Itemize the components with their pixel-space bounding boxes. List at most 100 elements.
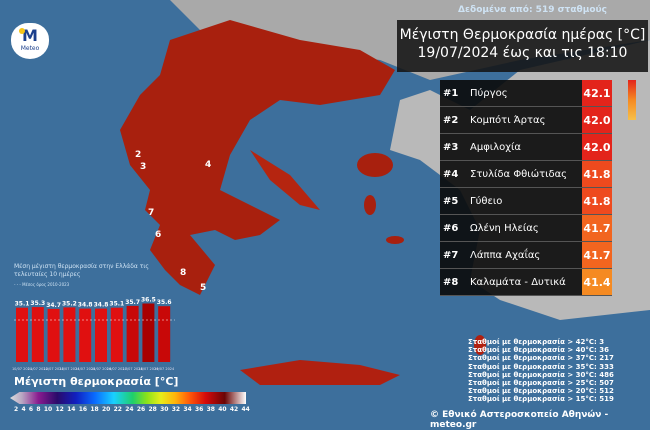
map-marker: 6 xyxy=(155,230,162,240)
rank: #3 xyxy=(443,141,459,153)
bar-value-label: 35.7 xyxy=(125,299,140,306)
colorbar-tick: 6 xyxy=(28,406,34,413)
colorbar-tick: 20 xyxy=(101,406,111,413)
bar-value-label: 35.3 xyxy=(30,300,45,307)
station-name: Καλαμάτα - Δυτικά xyxy=(470,276,566,288)
logo-text: Meteo xyxy=(20,45,40,52)
station-name: Κομπότι Άρτας xyxy=(470,114,546,126)
samos xyxy=(386,236,404,244)
map-marker: 8 xyxy=(180,268,187,278)
data-source-label: Δεδομένα από: 519 σταθμούς xyxy=(458,5,607,15)
legend-label: Μέσος όρος 2010-2023 xyxy=(22,282,70,287)
bar xyxy=(126,305,139,362)
map-marker: 3 xyxy=(140,162,147,172)
bar-chart: 35.1 10/07 2024 35.3 11/07 2024 34.7 12/07 20… xyxy=(12,297,175,372)
stat-line: Σταθμοί με θερμοκρασία > 15°C: 519 xyxy=(468,395,614,404)
bar xyxy=(95,308,107,362)
rank: #7 xyxy=(443,249,459,261)
station-name: Λάππα Αχαΐας xyxy=(470,249,541,261)
station-name: Αμφιλοχία xyxy=(470,141,521,153)
credit: © Εθνικό Αστεροσκοπείο Αθηνών - meteo.gr xyxy=(430,410,609,430)
rank: #4 xyxy=(443,168,459,180)
colorbar-tick: 38 xyxy=(206,406,215,413)
station-name: Στυλίδα Φθιώτιδας xyxy=(470,168,568,180)
chart-title: Μέση μέγιστη θερμοκρασία στην Ελλάδα τις… xyxy=(14,263,149,278)
rank: #2 xyxy=(443,114,459,126)
rank: #8 xyxy=(443,276,459,288)
bar-value-label: 35.2 xyxy=(62,300,77,307)
colorbar-tick: 36 xyxy=(194,406,204,413)
colorbar-tick: 24 xyxy=(125,406,134,413)
colorbar-ticks: 2 4 6 8 10 12 14 16 18 20 22 24 26 28 30 32 34 36 38 40 42 44 xyxy=(14,406,250,413)
colorbar-tick: 42 xyxy=(229,406,239,413)
temperature-value: 42.0 xyxy=(582,107,612,133)
ranking-row: #8 Καλαμάτα - Δυτικά 41.4 xyxy=(440,269,612,296)
bar xyxy=(142,303,155,362)
bar xyxy=(16,307,28,362)
colorbar-tick: 18 xyxy=(90,406,99,413)
colorbar-tick: 12 xyxy=(55,406,64,413)
bar xyxy=(110,307,123,362)
bar xyxy=(79,308,92,362)
ranking-row: #6 Ωλένη Ηλείας 41.7 xyxy=(440,215,612,242)
ranking-row: #7 Λάππα Αχαΐας 41.7 xyxy=(440,242,612,269)
colorbar-tick: 26 xyxy=(136,406,146,413)
colorbar-tick: 30 xyxy=(160,406,169,413)
rhodes xyxy=(474,335,486,355)
stat-line: Σταθμοί με θερμοκρασία > 30°C: 486 xyxy=(468,370,614,379)
bar-category-label: 12/07 2024 xyxy=(44,367,65,371)
chios xyxy=(364,195,376,215)
bar-value-label: 34.7 xyxy=(46,302,61,309)
temperature-value: 41.7 xyxy=(582,215,612,241)
ranking-row: #4 Στυλίδα Φθιώτιδας 41.8 xyxy=(440,161,612,188)
temperature-value: 41.7 xyxy=(582,242,612,268)
greece-mainland xyxy=(120,20,395,295)
stat-line: Σταθμοί με θερμοκρασία > 37°C: 217 xyxy=(468,354,614,363)
colorbar-tick: 16 xyxy=(78,406,88,413)
bar-category-label: 13/07 2024 xyxy=(59,367,80,371)
map-marker: 2 xyxy=(135,150,142,160)
ranking-row: #5 Γύθειο 41.8 xyxy=(440,188,612,215)
title-box: Μέγιστη Θερμοκρασία ημέρας [°C] 19/07/20… xyxy=(397,20,648,72)
bar-value-label: 35.6 xyxy=(157,299,172,306)
meteo-logo: M Meteo xyxy=(11,23,49,59)
bar xyxy=(158,306,171,362)
colorbar-tick: 44 xyxy=(241,406,250,413)
bar-category-label: 19/07 2024 xyxy=(154,367,175,371)
colorbar xyxy=(10,392,246,404)
stat-line: Σταθμοί με θερμοκρασία > 25°C: 507 xyxy=(468,379,614,388)
colorbar-tick: 2 xyxy=(14,406,19,413)
temperature-value: 42.1 xyxy=(582,80,612,106)
colorbar-tick: 28 xyxy=(148,406,157,413)
stat-line: Σταθμοί με θερμοκρασία > 42°C: 3 xyxy=(468,338,605,346)
bar xyxy=(63,307,76,362)
temperature-value: 41.8 xyxy=(582,161,612,187)
colorbar-tick: 22 xyxy=(113,406,122,413)
bar-value-label: 36.5 xyxy=(141,297,156,304)
bar-category-label: 17/07 2024 xyxy=(123,367,144,371)
station-name: Πύργος xyxy=(470,87,508,99)
map-marker: 5 xyxy=(200,283,207,293)
colorbar-tick: 34 xyxy=(183,406,192,413)
rank: #6 xyxy=(443,222,459,234)
temperature-value: 41.4 xyxy=(582,269,612,295)
bar-value-label: 35.1 xyxy=(15,301,30,308)
ranking-table: #1 Πύργος 42.1 #2 Κομπότι Άρτας 42.0 #3 Αμφιλοχ… xyxy=(440,80,612,296)
lesvos xyxy=(357,153,393,177)
temperature-value: 42.0 xyxy=(582,134,612,160)
station-name: Ωλένη Ηλείας xyxy=(470,222,539,234)
rank: #1 xyxy=(443,87,459,99)
evia xyxy=(250,150,320,210)
bar-value-label: 34.8 xyxy=(78,302,93,309)
crete xyxy=(240,360,400,385)
logo-letter: M xyxy=(22,26,38,45)
bar-category-label: 16/07 2024 xyxy=(107,367,128,371)
stat-line: Σταθμοί με θερμοκρασία > 40°C: 36 xyxy=(468,346,610,355)
colorbar-tick: 8 xyxy=(36,406,41,413)
bar-category-label: 14/07 2024 xyxy=(75,367,96,371)
stat-line: Σταθμοί με θερμοκρασία > 35°C: 333 xyxy=(468,362,614,371)
colorbar-title: Μέγιστη θερμοκρασία [°C] xyxy=(14,375,179,388)
colorbar-tick: 10 xyxy=(43,406,53,413)
ranking-row: #3 Αμφιλοχία 42.0 xyxy=(440,134,612,161)
subtitle-date: 19/07/2024 έως και τις 18:10 xyxy=(417,45,628,61)
